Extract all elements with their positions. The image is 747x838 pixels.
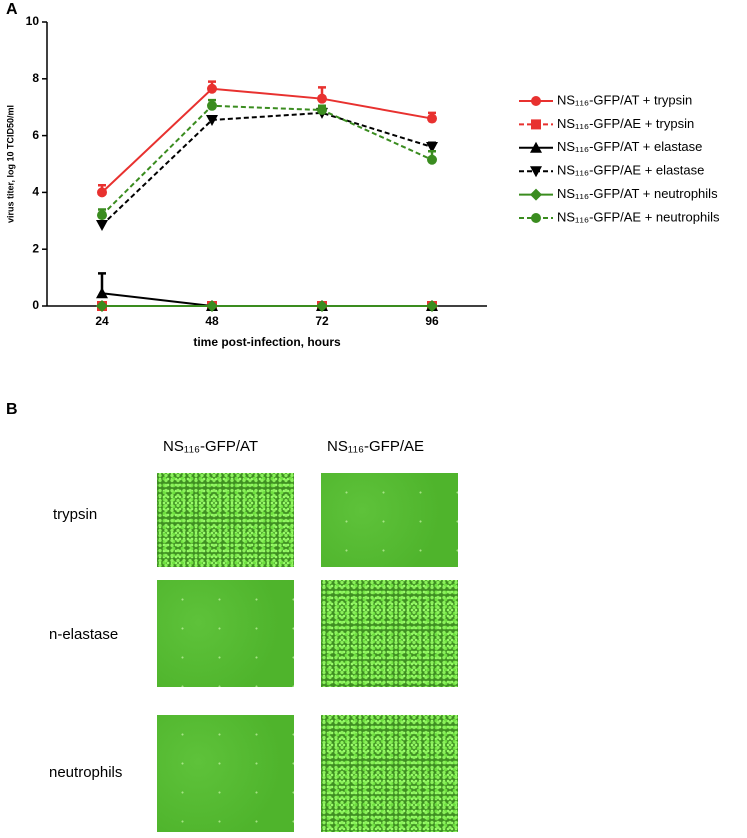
legend-marker: [531, 96, 541, 106]
legend-label: NS₁₁₆-GFP/AT + neutrophils: [557, 186, 718, 201]
panel-label: B: [6, 401, 18, 418]
marker: [206, 114, 218, 126]
marker: [426, 300, 438, 312]
marker: [97, 210, 107, 221]
micrograph: [321, 580, 458, 687]
legend-marker: [531, 119, 541, 130]
marker: [317, 105, 327, 116]
x-tick-label: 24: [95, 314, 109, 328]
column-label: NS₁₁₆-GFP/AE: [327, 438, 425, 455]
row-label: neutrophils: [49, 764, 123, 781]
legend-marker: [530, 188, 542, 201]
x-axis-label: time post-infection, hours: [193, 335, 341, 349]
row-label: trypsin: [53, 506, 98, 523]
micrograph: [321, 473, 458, 567]
y-tick-label: 8: [32, 71, 39, 85]
legend-label: NS₁₁₆-GFP/AT + elastase: [557, 139, 702, 154]
marker: [96, 220, 108, 232]
y-tick-label: 4: [32, 185, 39, 199]
marker: [97, 187, 107, 198]
x-tick-label: 48: [205, 314, 219, 328]
marker: [207, 100, 217, 111]
marker: [427, 113, 437, 124]
y-tick-label: 0: [32, 298, 39, 312]
marker: [426, 141, 438, 153]
legend-label: NS₁₁₆-GFP/AE + trypsin: [557, 116, 694, 131]
column-label: NS₁₁₆-GFP/AT: [163, 438, 259, 455]
y-tick-label: 10: [26, 14, 40, 28]
y-tick-label: 2: [32, 241, 39, 255]
y-tick-label: 6: [32, 128, 39, 142]
legend-label: NS₁₁₆-GFP/AE + elastase: [557, 163, 704, 178]
legend-marker: [530, 166, 542, 178]
micrograph: [157, 580, 294, 687]
marker: [206, 300, 218, 312]
marker: [96, 300, 108, 312]
series-line: [101, 87, 433, 194]
marker: [96, 287, 108, 299]
legend-label: NS₁₁₆-GFP/AE + neutrophils: [557, 209, 720, 224]
legend-marker: [531, 213, 541, 223]
legend-marker: [530, 141, 542, 153]
micrograph: [157, 715, 294, 832]
micrograph: [157, 473, 294, 567]
marker: [207, 83, 217, 94]
legend-label: NS₁₁₆-GFP/AT + trypsin: [557, 92, 692, 107]
x-tick-label: 96: [425, 314, 439, 328]
x-tick-label: 72: [315, 314, 329, 328]
series-line: [101, 111, 433, 226]
series-line: [101, 292, 432, 307]
series-line: [101, 104, 433, 216]
y-axis-label: virus titer, log 10 TCID50/ml: [5, 105, 15, 223]
marker: [427, 154, 437, 165]
row-label: n-elastase: [49, 626, 119, 643]
panel-label: A: [6, 1, 18, 18]
marker: [317, 93, 327, 104]
micrograph: [321, 715, 458, 832]
marker: [316, 300, 328, 312]
